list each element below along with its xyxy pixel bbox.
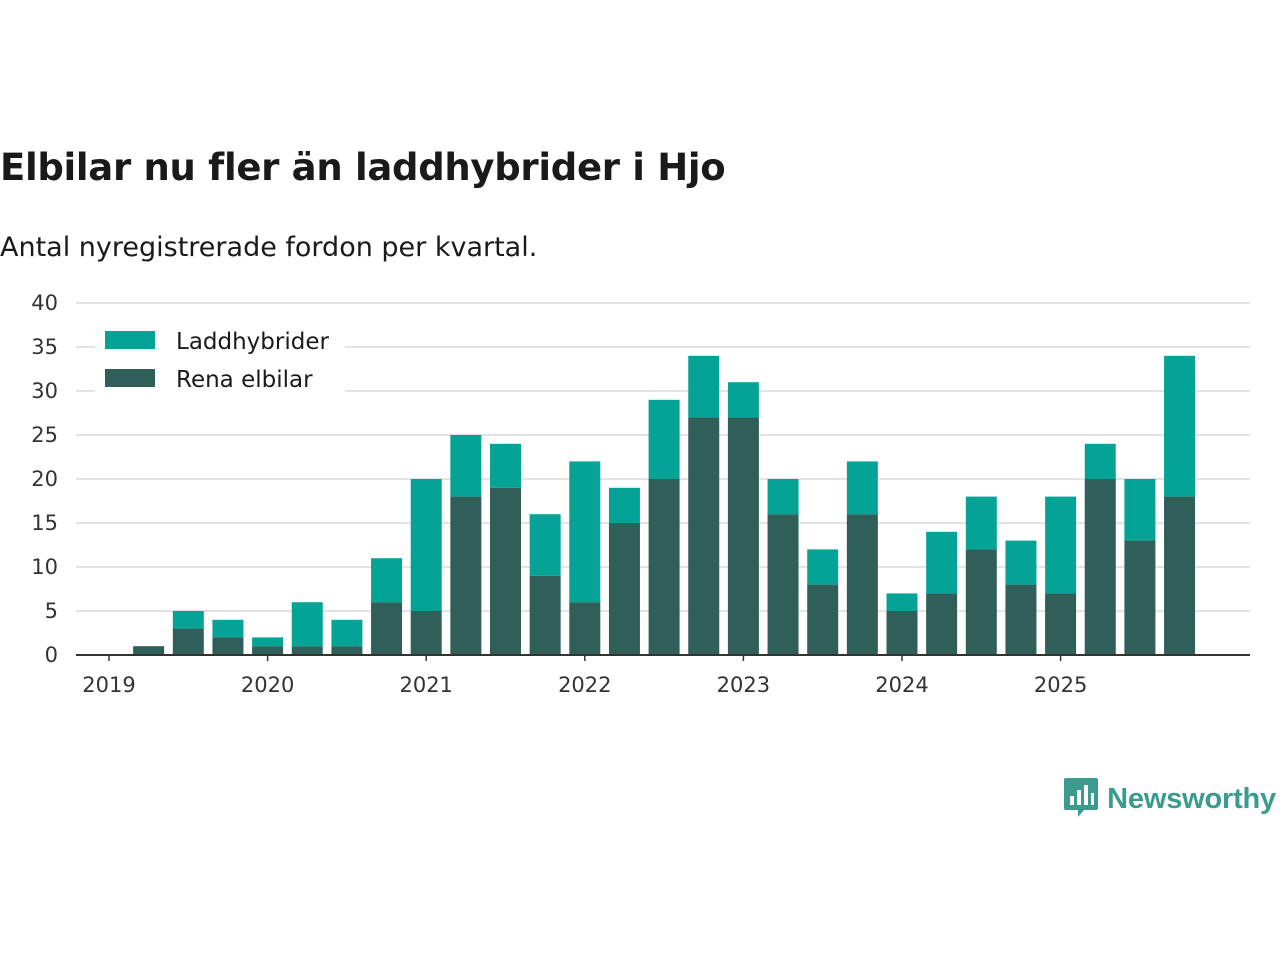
bar-laddhybrider xyxy=(846,461,878,515)
bar-laddhybrider xyxy=(212,619,244,638)
bar-laddhybrider xyxy=(569,461,601,603)
y-tick-label: 30 xyxy=(31,379,58,403)
newsworthy-logo: Newsworthy xyxy=(1063,776,1276,822)
x-tick-label: 2025 xyxy=(1034,673,1087,697)
bar-chart-speech-bubble-icon xyxy=(1063,776,1099,822)
bar-laddhybrider xyxy=(252,637,284,647)
bar-rena-elbilar xyxy=(529,575,561,655)
bar-rena-elbilar xyxy=(807,584,839,655)
x-tick-label: 2019 xyxy=(82,673,135,697)
bar-laddhybrider xyxy=(807,549,839,585)
bars xyxy=(133,355,1196,655)
bar-laddhybrider xyxy=(648,399,680,479)
x-tick-label: 2021 xyxy=(399,673,452,697)
bar-laddhybrider xyxy=(331,619,363,647)
y-tick-label: 15 xyxy=(31,511,58,535)
legend: Laddhybrider Rena elbilar xyxy=(95,328,345,394)
y-tick-label: 10 xyxy=(31,555,58,579)
bar-rena-elbilar xyxy=(648,479,680,655)
bar-rena-elbilar xyxy=(133,646,165,655)
y-tick-label: 20 xyxy=(31,467,58,491)
bar-laddhybrider xyxy=(886,593,918,611)
bar-laddhybrider xyxy=(1005,540,1037,585)
bar-laddhybrider xyxy=(172,611,204,629)
x-tick-label: 2024 xyxy=(875,673,928,697)
bar-rena-elbilar xyxy=(371,602,403,655)
legend-label-laddhybrider: Laddhybrider xyxy=(176,329,329,355)
y-tick-label: 40 xyxy=(31,291,58,315)
y-tick-label: 35 xyxy=(31,335,58,359)
bar-rena-elbilar xyxy=(1164,496,1196,655)
bar-rena-elbilar xyxy=(688,417,720,655)
chart-title: Elbilar nu fler än laddhybrider i Hjo xyxy=(0,146,726,189)
bar-rena-elbilar xyxy=(172,628,204,655)
legend-label-rena-elbilar: Rena elbilar xyxy=(176,367,313,393)
bar-rena-elbilar xyxy=(965,549,997,655)
bar-rena-elbilar xyxy=(212,637,244,655)
bar-laddhybrider xyxy=(450,435,482,497)
bar-laddhybrider xyxy=(965,496,997,550)
brand-name: Newsworthy xyxy=(1107,782,1276,815)
bar-rena-elbilar xyxy=(410,611,442,655)
chart-subtitle: Antal nyregistrerade fordon per kvartal. xyxy=(0,232,538,263)
bar-laddhybrider xyxy=(1124,479,1156,541)
bar-rena-elbilar xyxy=(291,646,323,655)
y-tick-label: 25 xyxy=(31,423,58,447)
bar-rena-elbilar xyxy=(1124,540,1156,655)
bar-rena-elbilar xyxy=(1005,584,1037,655)
bar-laddhybrider xyxy=(490,443,521,488)
bar-laddhybrider xyxy=(767,479,799,515)
bar-rena-elbilar xyxy=(727,417,759,655)
bar-laddhybrider xyxy=(727,382,759,418)
bar-rena-elbilar xyxy=(608,523,640,655)
bar-rena-elbilar xyxy=(252,646,284,655)
bar-laddhybrider xyxy=(1045,496,1077,594)
bar-laddhybrider xyxy=(371,558,403,603)
y-tick-label: 0 xyxy=(45,643,58,667)
bar-rena-elbilar xyxy=(767,514,799,655)
bar-laddhybrider xyxy=(410,479,442,611)
bar-laddhybrider xyxy=(1084,443,1116,479)
y-tick-label: 5 xyxy=(45,599,58,623)
legend-swatch-rena-elbilar xyxy=(105,369,155,387)
bar-laddhybrider xyxy=(688,355,720,418)
bar-rena-elbilar xyxy=(569,602,601,655)
bar-rena-elbilar xyxy=(331,646,363,655)
bar-laddhybrider xyxy=(926,531,958,594)
bar-laddhybrider xyxy=(529,514,561,576)
x-tick-label: 2023 xyxy=(717,673,770,697)
bar-rena-elbilar xyxy=(1084,479,1116,655)
bar-rena-elbilar xyxy=(886,611,918,655)
bar-rena-elbilar xyxy=(450,496,482,655)
bar-rena-elbilar xyxy=(846,514,878,655)
bar-rena-elbilar xyxy=(926,593,958,655)
bar-rena-elbilar xyxy=(490,487,521,655)
x-tick-label: 2020 xyxy=(241,673,294,697)
bar-laddhybrider xyxy=(608,487,640,523)
bar-laddhybrider xyxy=(1164,355,1196,497)
bar-rena-elbilar xyxy=(1045,593,1077,655)
x-tick-label: 2022 xyxy=(558,673,611,697)
legend-swatch-laddhybrider xyxy=(105,331,155,349)
bar-laddhybrider xyxy=(291,602,323,647)
